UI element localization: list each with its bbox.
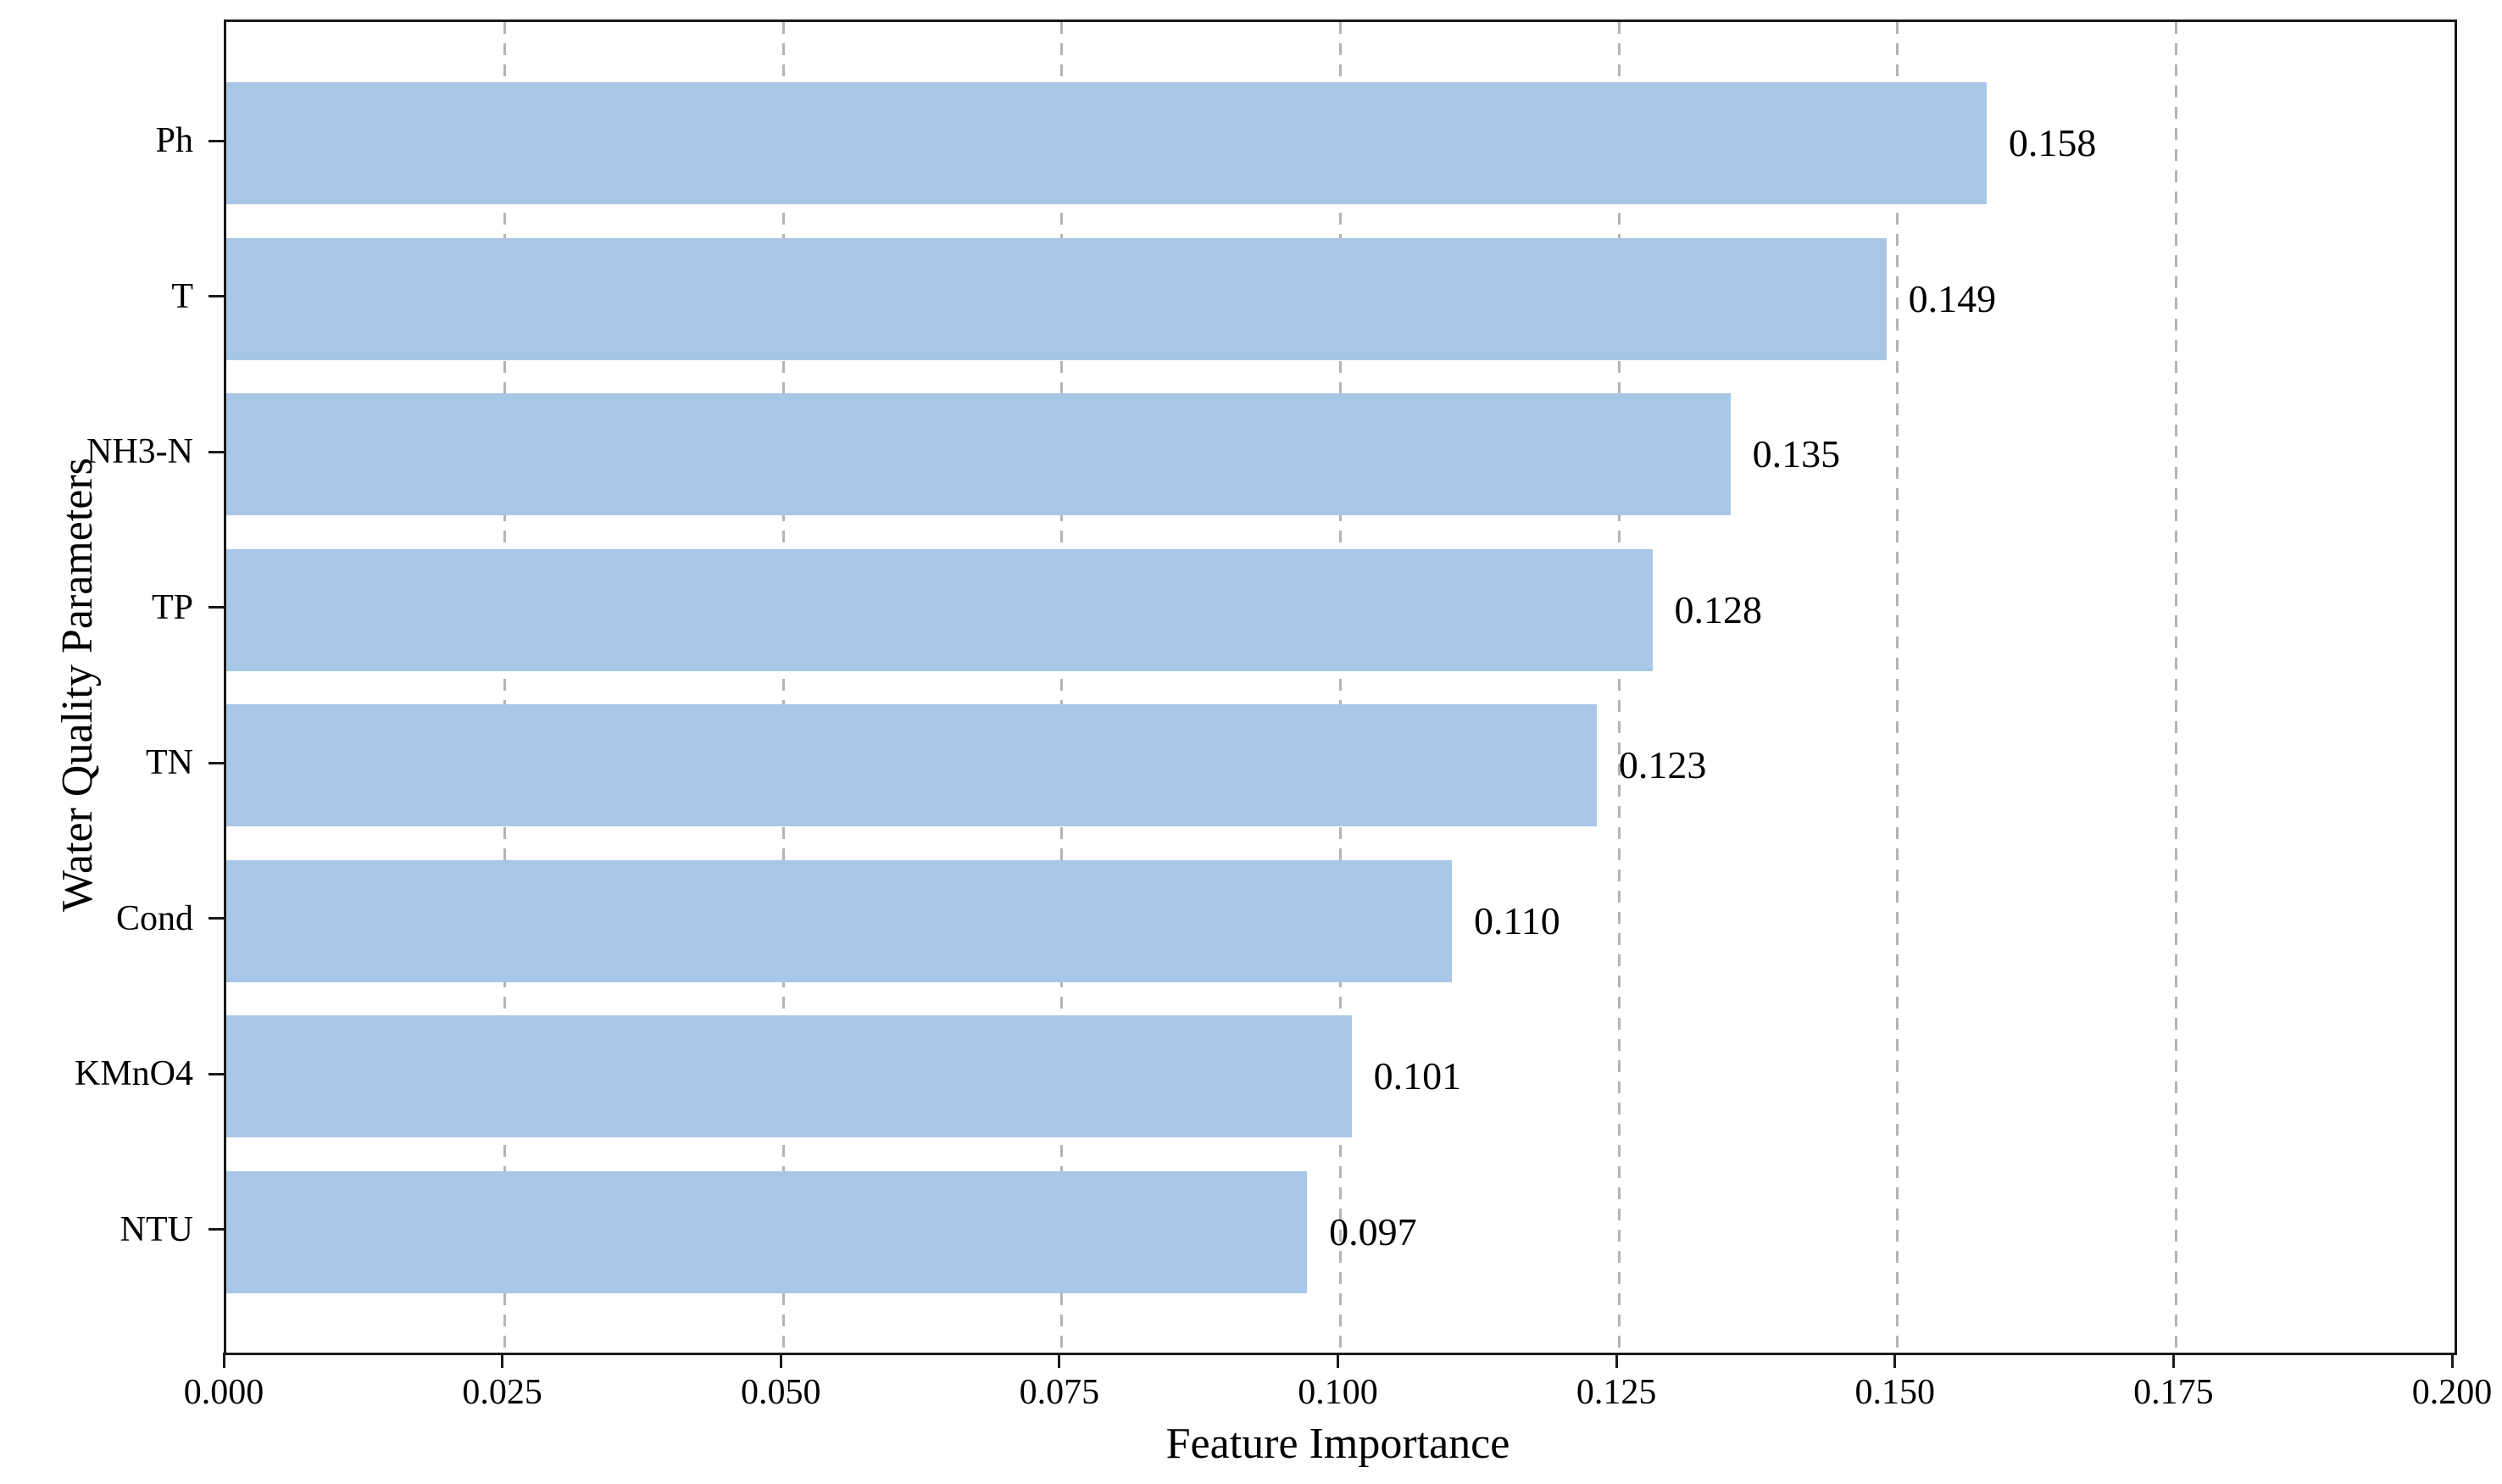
bar-tn: [226, 704, 1597, 826]
gridline: [1339, 22, 1342, 1353]
y-tick-label: NTU: [120, 1209, 193, 1249]
bar-value-label: 0.149: [1908, 276, 1997, 320]
bar-value-label: 0.135: [1752, 432, 1841, 475]
y-tick-label: Cond: [115, 898, 193, 938]
gridline: [1896, 22, 1899, 1353]
x-tick-label: 0.075: [1019, 1373, 1100, 1412]
x-tick-label: 0.200: [2411, 1373, 2493, 1412]
bar-cond: [226, 859, 1452, 982]
bar-nh3-n: [226, 393, 1731, 515]
y-tick-mark: [208, 761, 224, 764]
x-tick-mark: [2450, 1353, 2454, 1368]
y-tick-mark: [208, 917, 224, 920]
y-tick-label: TP: [151, 587, 193, 627]
bar-t: [226, 237, 1887, 360]
gridline: [503, 22, 507, 1353]
bar-value-label: 0.158: [2008, 121, 2097, 164]
x-tick-mark: [222, 1353, 225, 1368]
y-tick-mark: [208, 1072, 224, 1075]
y-tick-mark: [208, 139, 224, 142]
x-tick-mark: [1058, 1353, 1061, 1368]
bar-ph: [226, 82, 1987, 204]
y-tick-mark: [208, 450, 224, 453]
x-tick-label: 0.050: [741, 1373, 821, 1412]
gridline: [1617, 22, 1621, 1353]
x-tick-mark: [501, 1353, 504, 1368]
x-tick-mark: [1337, 1353, 1339, 1368]
y-tick-mark: [208, 1228, 224, 1231]
y-tick-label: T: [171, 276, 193, 316]
gridline: [1060, 22, 1064, 1353]
y-tick-label: NH3-N: [86, 432, 193, 471]
x-tick-label: 0.175: [2133, 1373, 2214, 1412]
x-tick-mark: [1893, 1353, 1897, 1368]
y-tick-label: Ph: [155, 121, 193, 160]
plot-area: 0.158 0.149 0.135 0.128 0.123 0.110 0.101 0.097: [224, 19, 2457, 1355]
bar-value-label: 0.101: [1373, 1054, 1462, 1098]
bar-kmno4: [226, 1015, 1352, 1137]
bar-value-label: 0.128: [1674, 587, 1763, 631]
x-tick-label: 0.150: [1854, 1373, 1936, 1412]
x-tick-mark: [779, 1353, 782, 1368]
bar-tp: [226, 548, 1653, 671]
bar-value-label: 0.110: [1473, 898, 1560, 942]
x-axis-title: Feature Importance: [1165, 1420, 1510, 1468]
bar-value-label: 0.097: [1329, 1209, 1417, 1253]
y-tick-mark: [208, 295, 224, 297]
gridline: [2174, 22, 2177, 1353]
bar-ntu: [226, 1170, 1308, 1293]
x-tick-mark: [1615, 1353, 1618, 1368]
y-tick-label: KMnO4: [74, 1054, 193, 1093]
x-tick-label: 0.000: [183, 1373, 264, 1412]
gridline: [781, 22, 785, 1353]
bar-value-label: 0.123: [1618, 743, 1707, 786]
x-tick-mark: [2171, 1353, 2175, 1368]
x-tick-label: 0.025: [462, 1373, 542, 1412]
y-tick-mark: [208, 606, 224, 609]
x-tick-label: 0.100: [1298, 1373, 1378, 1412]
x-tick-label: 0.125: [1576, 1373, 1657, 1412]
y-tick-label: TN: [146, 743, 193, 782]
y-axis-title: Water Quality Parameters: [53, 458, 102, 912]
